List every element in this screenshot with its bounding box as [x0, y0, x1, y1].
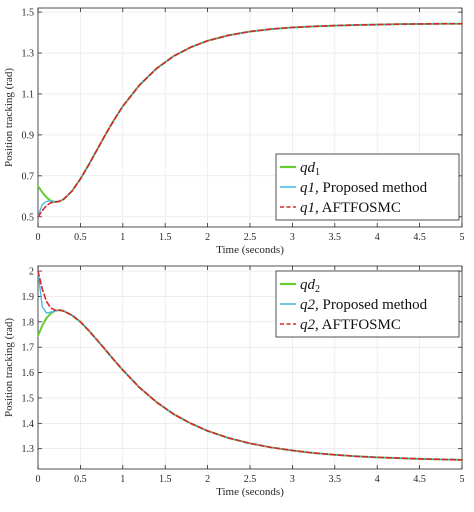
legend: qd2 q2, Proposed method q2, AFTFOSMC — [275, 270, 460, 338]
legend: qd1 q1, Proposed method q1, AFTFOSMC — [275, 153, 460, 221]
x-tick-label: 4.5 — [413, 232, 426, 243]
y-axis-label: Position tracking (rad) — [3, 68, 15, 167]
x-tick-label: 0.5 — [74, 232, 87, 243]
x-tick-label: 3 — [290, 474, 295, 485]
y-tick-label: 1.8 — [22, 317, 35, 328]
y-tick-label: 0.5 — [22, 212, 35, 223]
x-tick-label: 3.5 — [329, 232, 342, 243]
y-tick-label: 0.9 — [22, 130, 35, 141]
legend-label: q2, Proposed method — [300, 297, 428, 313]
y-tick-label: 1.7 — [22, 343, 35, 354]
x-tick-label: 2.5 — [244, 232, 257, 243]
series-line-aftfosmc — [37, 270, 463, 461]
x-tick-label: 0.5 — [74, 474, 87, 485]
x-tick-label: 2.5 — [244, 474, 257, 485]
x-tick-label: 0 — [36, 232, 41, 243]
x-tick-label: 5 — [460, 474, 465, 485]
legend-box — [275, 270, 460, 338]
legend-label: qd2 — [300, 277, 320, 295]
x-tick-label: 0 — [36, 474, 41, 485]
y-tick-label: 1.6 — [22, 368, 35, 379]
y-tick-label: 2 — [29, 267, 34, 278]
x-tick-label: 4 — [375, 232, 380, 243]
subplot-1: 0 0.5 1 1.5 2 2.5 3 3.5 4 4.5 50.50.70.91.11.31.5T… — [3, 8, 465, 256]
x-tick-label: 4 — [375, 474, 380, 485]
y-tick-label: 1.3 — [22, 49, 35, 60]
y-tick-label: 1.4 — [22, 419, 35, 430]
legend-label: q1, AFTFOSMC — [300, 200, 401, 216]
y-tick-label: 1.9 — [22, 292, 35, 303]
x-tick-label: 3.5 — [329, 474, 342, 485]
y-tick-label: 1.1 — [22, 89, 35, 100]
legend-label: q2, AFTFOSMC — [300, 317, 401, 333]
y-tick-label: 1.5 — [22, 8, 35, 19]
x-tick-label: 2 — [205, 474, 210, 485]
x-tick-label: 4.5 — [413, 474, 426, 485]
legend-label: q1, Proposed method — [300, 180, 428, 196]
y-tick-label: 0.7 — [22, 171, 35, 182]
y-tick-label: 1.5 — [22, 393, 35, 404]
x-tick-label: 1 — [120, 474, 125, 485]
x-tick-label: 3 — [290, 232, 295, 243]
x-axis-label: Time (seconds) — [216, 244, 284, 256]
y-axis-label: Position tracking (rad) — [3, 318, 15, 417]
x-tick-label: 2 — [205, 232, 210, 243]
x-tick-label: 5 — [460, 232, 465, 243]
x-tick-label: 1.5 — [159, 474, 172, 485]
y-tick-label: 1.3 — [22, 444, 35, 455]
x-tick-label: 1.5 — [159, 232, 172, 243]
x-tick-label: 1 — [120, 232, 125, 243]
x-axis-label: Time (seconds) — [216, 486, 284, 498]
legend-label: qd1 — [300, 160, 320, 178]
subplot-2: 0 0.5 1 1.5 2 2.5 3 3.5 4 4.5 5 1.3 1.4 1.5 1.6 1.7 1.8 1… — [3, 265, 465, 498]
series-line-aftfosmc — [37, 22, 463, 218]
legend-box — [275, 153, 460, 221]
